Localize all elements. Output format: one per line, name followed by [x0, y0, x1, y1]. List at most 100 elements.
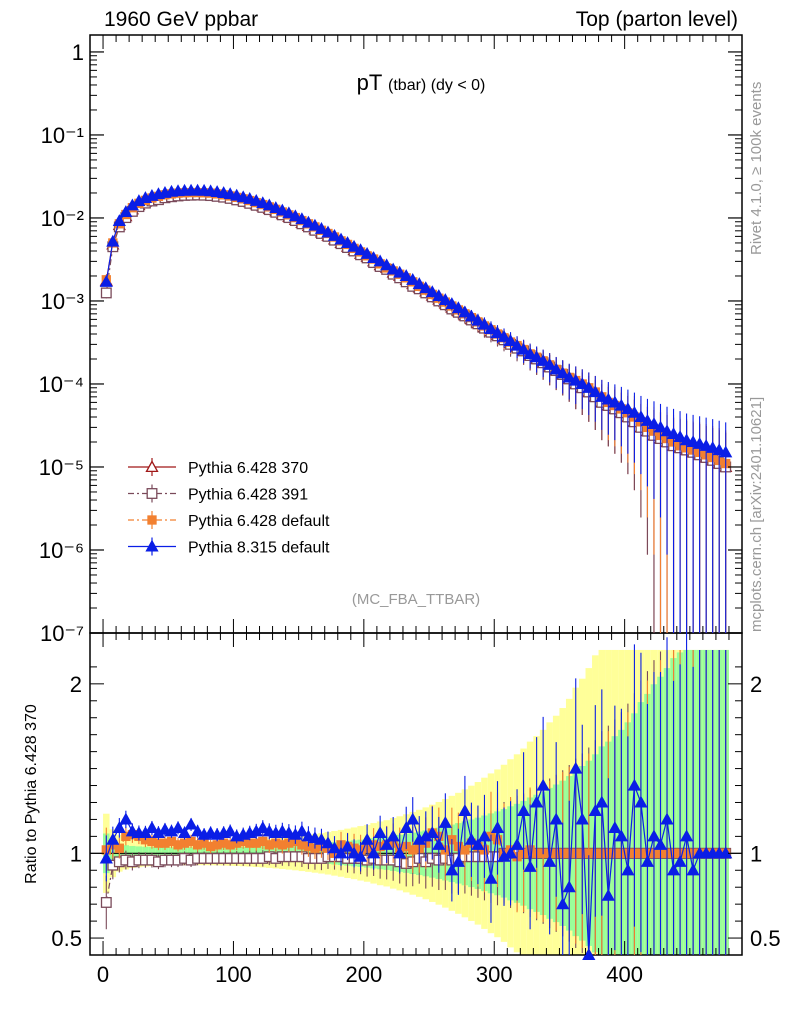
data-point — [582, 380, 596, 393]
ratio-point — [445, 863, 459, 876]
ratio-y-tick-label-left: 0.5 — [51, 926, 82, 951]
ratio-point — [386, 829, 400, 842]
data-point — [699, 438, 713, 451]
data-point — [556, 366, 570, 379]
data-point — [523, 347, 537, 359]
data-point — [627, 405, 642, 418]
ratio-point — [464, 832, 479, 845]
ratio-point — [543, 854, 557, 867]
ratio-point — [399, 821, 413, 833]
ratio-point — [490, 821, 505, 833]
data-point — [282, 206, 296, 219]
data-point — [301, 215, 316, 228]
data-point — [451, 301, 465, 314]
data-point — [399, 269, 413, 282]
data-point — [640, 413, 655, 426]
ratio-y-tick-label-right: 0.5 — [750, 926, 781, 951]
ratio-point — [451, 854, 465, 867]
data-point — [575, 377, 589, 390]
ratio-point — [627, 778, 642, 791]
data-point — [490, 326, 505, 339]
data-point — [497, 329, 511, 342]
data-point — [549, 362, 563, 375]
ratio-point — [653, 838, 668, 850]
ratio-point — [569, 761, 583, 774]
data-point — [100, 287, 112, 299]
ratio-point — [119, 812, 133, 825]
ratio-point — [686, 863, 700, 876]
series-layer — [99, 183, 733, 961]
data-point — [347, 239, 361, 252]
ratio-point — [432, 838, 446, 850]
ratio-point — [373, 826, 387, 839]
data-point — [510, 338, 524, 351]
ratio-point — [536, 778, 550, 791]
ratio-point — [347, 846, 361, 859]
ratio-point — [327, 841, 342, 854]
legend-label: Pythia 6.428 370 — [188, 460, 308, 477]
ratio-point — [477, 829, 492, 842]
ratio-point — [112, 821, 126, 833]
data-point — [412, 277, 426, 290]
ratio-point — [640, 854, 655, 867]
legend-label: Pythia 8.315 default — [188, 540, 330, 557]
ratio-point — [380, 838, 394, 850]
data-point — [406, 272, 420, 285]
data-point — [393, 265, 407, 278]
ratio-point — [438, 815, 452, 828]
main-y-tick-label: 10⁻⁴ — [38, 372, 84, 397]
ratio-point — [145, 821, 159, 833]
ratio-point — [314, 832, 329, 845]
data-point — [367, 251, 381, 263]
ratio-point — [177, 826, 192, 839]
data-point — [621, 402, 635, 415]
main-y-tick-label: 10⁻² — [41, 206, 84, 231]
data-point — [503, 334, 518, 346]
data-point — [660, 424, 674, 437]
data-point — [419, 281, 433, 294]
ratio-point — [516, 804, 531, 816]
ratio-point — [295, 824, 309, 837]
data-point — [601, 392, 615, 405]
data-point — [530, 350, 544, 363]
legend-marker — [146, 488, 158, 499]
data-point — [614, 398, 628, 411]
ratio-y-tick-label-left: 1 — [70, 841, 82, 866]
x-tick-label: 100 — [215, 962, 252, 987]
data-point — [458, 305, 472, 318]
data-point — [360, 246, 374, 259]
data-point — [334, 232, 348, 245]
data-point — [275, 203, 289, 216]
ratio-point — [321, 836, 335, 849]
legend-entry: Pythia 6.428 370 — [128, 458, 308, 477]
header-right-label: Top (parton level) — [575, 8, 738, 31]
ratio-point — [634, 795, 648, 808]
ratio-point — [353, 849, 368, 862]
main-y-tick-label: 10⁻⁶ — [39, 538, 84, 563]
ratio-point — [334, 846, 348, 859]
data-point — [119, 205, 133, 218]
legend-label: Pythia 6.428 default — [188, 513, 330, 530]
axis-ticks — [90, 35, 742, 955]
x-tick-label: 200 — [345, 962, 382, 987]
data-point — [516, 342, 531, 355]
ratio-point — [530, 795, 544, 808]
plot-title-sub: (tbar) (dy < 0) — [388, 77, 485, 94]
data-point — [314, 221, 329, 234]
ratio-point — [425, 826, 439, 839]
ratio-point — [114, 843, 124, 853]
analysis-tag: (MC_FBA_TTBAR) — [352, 591, 480, 608]
ratio-point — [666, 863, 681, 876]
data-point — [543, 358, 557, 370]
ratio-point — [503, 846, 518, 859]
ratio-point — [367, 846, 381, 859]
main-y-tick-label: 10⁻³ — [41, 289, 84, 314]
data-point — [536, 353, 550, 366]
data-point — [653, 420, 668, 433]
data-point — [471, 313, 485, 326]
legend-entry: Pythia 6.428 default — [128, 511, 330, 530]
main-y-tick-label: 10⁻⁵ — [39, 455, 84, 480]
main-y-tick-label: 10⁻¹ — [41, 123, 84, 148]
ratio-series-3 — [99, 633, 733, 961]
ratio-point — [100, 897, 112, 908]
